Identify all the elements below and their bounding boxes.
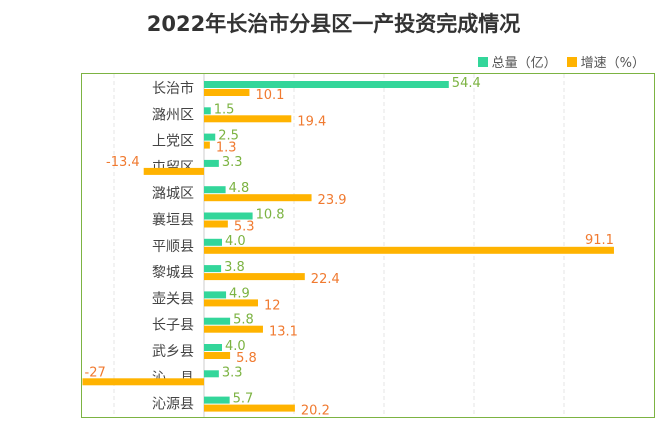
category-label: 潞州区 [152, 107, 194, 123]
data-label-growth: 10.1 [255, 88, 284, 103]
bar-growth [204, 299, 258, 307]
category-label: 长子县 [152, 318, 194, 334]
bar-growth [204, 352, 231, 359]
bar-total [204, 370, 219, 378]
data-label-total: 3.3 [222, 365, 243, 380]
data-label-growth: -27 [85, 365, 106, 380]
data-label-growth: 22.4 [311, 272, 340, 287]
data-label-total: 4.9 [229, 286, 250, 301]
plot-frame [81, 73, 655, 418]
bar-total [204, 133, 216, 141]
legend-label: 增速（%） [580, 56, 645, 71]
bar-total [204, 344, 222, 351]
data-label-growth: 5.3 [234, 220, 255, 235]
bar-total [204, 212, 253, 220]
data-label-growth: 19.4 [297, 114, 326, 129]
data-label-growth: 5.8 [236, 351, 257, 366]
category-label: 武乡县 [152, 344, 194, 360]
bar-growth [204, 141, 210, 149]
category-label: 黎城县 [152, 265, 194, 281]
bar-total [204, 396, 230, 404]
data-label-total: 10.8 [256, 208, 285, 223]
category-label: 沁源县 [152, 397, 194, 413]
bar-total [204, 291, 227, 299]
data-label-total: 4.0 [225, 234, 246, 249]
chart-title: 2022年长治市分县区一产投资完成情况 [146, 12, 521, 36]
data-label-total: 3.3 [222, 155, 243, 170]
bar-growth [204, 273, 305, 281]
category-label: 上党区 [152, 134, 194, 150]
data-label-growth: 91.1 [585, 233, 614, 248]
data-label-total: 3.8 [224, 260, 245, 275]
data-label-growth: 23.9 [318, 193, 347, 208]
bar-total [204, 81, 449, 88]
legend-swatch [566, 56, 577, 67]
bar-total [204, 186, 226, 194]
data-label-total: 5.8 [233, 313, 254, 328]
data-label-growth: -13.4 [106, 155, 140, 170]
bar-growth [204, 89, 250, 96]
category-label: 潞城区 [152, 186, 194, 202]
bar-total [204, 159, 219, 167]
data-label-growth: 1.3 [216, 141, 237, 156]
bar-growth [204, 246, 614, 254]
category-label: 平顺县 [152, 239, 194, 255]
bar-growth [204, 194, 312, 202]
data-label-total: 4.0 [225, 339, 246, 354]
bar-total [204, 238, 222, 246]
bar-growth [204, 115, 292, 123]
legend-item-growth[interactable]: 增速（%） [566, 52, 645, 71]
data-label-growth: 13.1 [269, 325, 298, 340]
bar-total [204, 107, 211, 115]
data-label-total: 4.8 [229, 181, 250, 196]
bar-growth [204, 220, 228, 228]
data-label-total: 5.7 [233, 392, 254, 407]
legend-label: 总量（亿） [491, 56, 557, 71]
legend: 总量（亿） 增速（%） [477, 52, 645, 71]
bar-growth [82, 378, 204, 386]
bar-growth [143, 167, 204, 175]
category-label: 襄垣县 [152, 213, 194, 229]
category-label: 长治市 [152, 80, 194, 97]
legend-item-total[interactable]: 总量（亿） [477, 52, 557, 71]
category-label: 壶关县 [152, 291, 194, 307]
legend-swatch [477, 56, 488, 67]
data-label-total: 54.4 [452, 76, 481, 91]
data-label-growth: 12 [264, 298, 281, 313]
data-label-total: 2.5 [218, 129, 239, 144]
bar-total [204, 265, 222, 273]
bar-growth [204, 404, 295, 412]
data-label-growth: 20.2 [301, 404, 330, 419]
bar-growth [204, 325, 263, 333]
bar-total [204, 317, 231, 325]
data-label-total: 1.5 [214, 102, 235, 117]
